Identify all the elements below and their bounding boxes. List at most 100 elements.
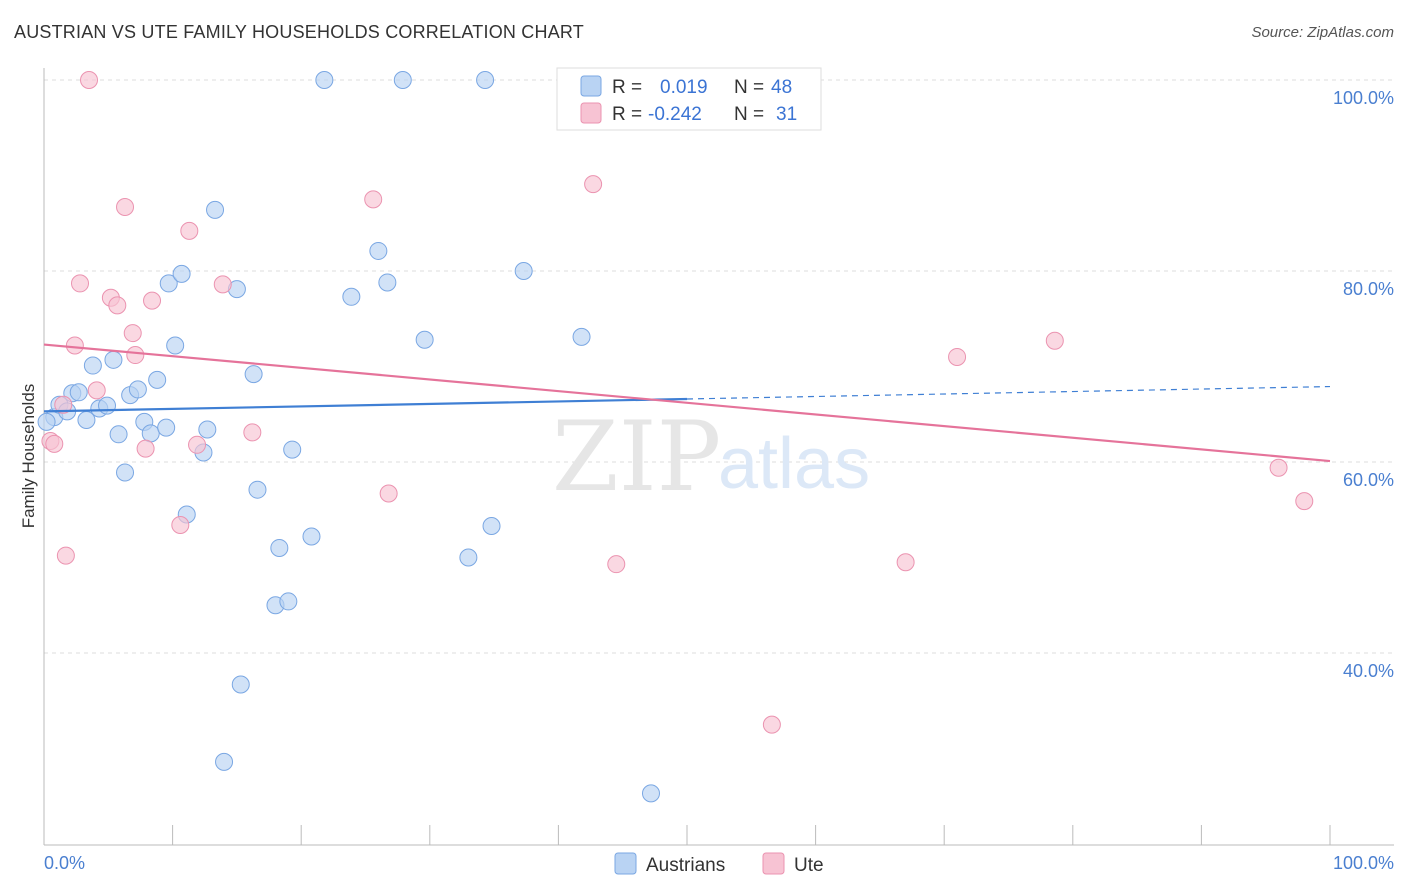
austrians-point [270,538,289,557]
austrians-point [116,463,135,482]
austrians-point [206,200,225,219]
austrians-legend-swatch [614,852,637,875]
x-tick-label: 100.0% [1333,853,1394,873]
legend-r-value: -0.242 [648,104,702,125]
legend-r-label: R = [612,77,642,98]
ute-point [180,221,199,240]
ute-point [896,553,915,572]
austrians-point [302,527,321,546]
ute-point [123,324,142,343]
austrians-point [159,274,178,293]
ute-point [243,423,262,442]
ute-point [56,546,75,565]
austrians-point [342,287,361,306]
y-axis-label: Family Households [19,384,38,529]
ute-point [948,347,967,366]
grid-lines [44,79,1394,654]
ute-point [762,715,781,734]
austrians-point [459,548,478,567]
series-legend: Austrians Ute [614,852,824,876]
ute-swatch [580,102,602,124]
austrians-trend-line-extension [686,385,1331,400]
austrians-point [215,752,234,771]
y-tick-label: 40.0% [1343,661,1394,681]
ute-point [171,516,190,535]
austrians-points [37,71,660,803]
tick-labels: 0.0% 100.0% 100.0% 80.0% 60.0% 40.0% [44,88,1394,873]
ute-point [1269,458,1288,477]
chart-title: AUSTRIAN VS UTE FAMILY HOUSEHOLDS CORREL… [14,22,584,42]
austrians-point [166,336,185,355]
austrians-point [244,365,263,384]
ute-point [607,555,626,574]
ute-point [71,274,90,293]
ute-point [143,291,162,310]
austrians-point [572,327,591,346]
austrians-point [248,480,267,499]
y-tick-label: 100.0% [1333,88,1394,108]
austrians-swatch [580,75,602,97]
ute-point [188,435,207,454]
axes [43,68,1394,846]
legend-r-label: R = [612,104,642,125]
austrians-point [83,356,102,375]
stats-legend: R = 0.019 N = 48 R = -0.242 N = 31 [556,67,822,131]
legend-n-value: 31 [776,104,797,125]
austrians-point [369,241,388,260]
ute-point [379,484,398,503]
ute-legend-swatch [762,852,785,875]
austrians-point [415,330,434,349]
y-tick-label: 60.0% [1343,470,1394,490]
austrians-point [141,424,160,443]
ute-point [126,346,145,365]
austrians-point [283,440,302,459]
austrians-point [315,71,334,89]
ute-point [80,71,99,89]
legend-n-label: N = [734,77,764,98]
y-tick-label: 80.0% [1343,279,1394,299]
ute-point [364,190,383,209]
austrians-point [378,273,397,292]
ute-point [65,336,84,355]
source-label: Source: ZipAtlas.com [1251,24,1394,41]
austrians-legend-label: Austrians [646,855,725,876]
austrians-point [172,264,191,283]
austrians-point [104,350,123,369]
austrians-point [157,418,176,437]
austrians-point [109,425,128,444]
watermark-zip: ZIP [552,401,721,513]
ute-point [108,296,127,315]
ute-point [1045,331,1064,350]
ute-point [213,275,232,294]
austrians-point [69,383,88,402]
ute-point [54,395,73,414]
austrians-point [128,380,147,399]
watermark: ZIP atlas [552,401,870,513]
legend-r-value: 0.019 [660,77,708,98]
austrians-point [279,592,298,611]
trend-lines [43,343,1331,463]
ute-point [1295,492,1314,511]
austrians-point [393,71,412,89]
ute-point [45,434,64,453]
austrians-trend-line [43,397,688,413]
ute-point [87,381,106,400]
ute-point [584,175,603,194]
austrians-point [476,71,495,89]
ute-trend-line [43,343,1331,463]
ute-point [116,198,135,217]
austrians-point [198,420,217,439]
austrians-point [231,675,250,694]
legend-n-value: 48 [771,77,792,98]
x-tick-label: 0.0% [44,853,85,873]
ute-legend-label: Ute [794,855,824,876]
austrians-point [37,412,56,431]
austrians-point [641,784,660,803]
legend-n-label: N = [734,104,764,125]
watermark-atlas: atlas [718,424,870,504]
austrians-point [482,516,501,535]
austrians-point [148,370,167,389]
austrians-point [98,396,117,415]
ute-point [136,439,155,458]
